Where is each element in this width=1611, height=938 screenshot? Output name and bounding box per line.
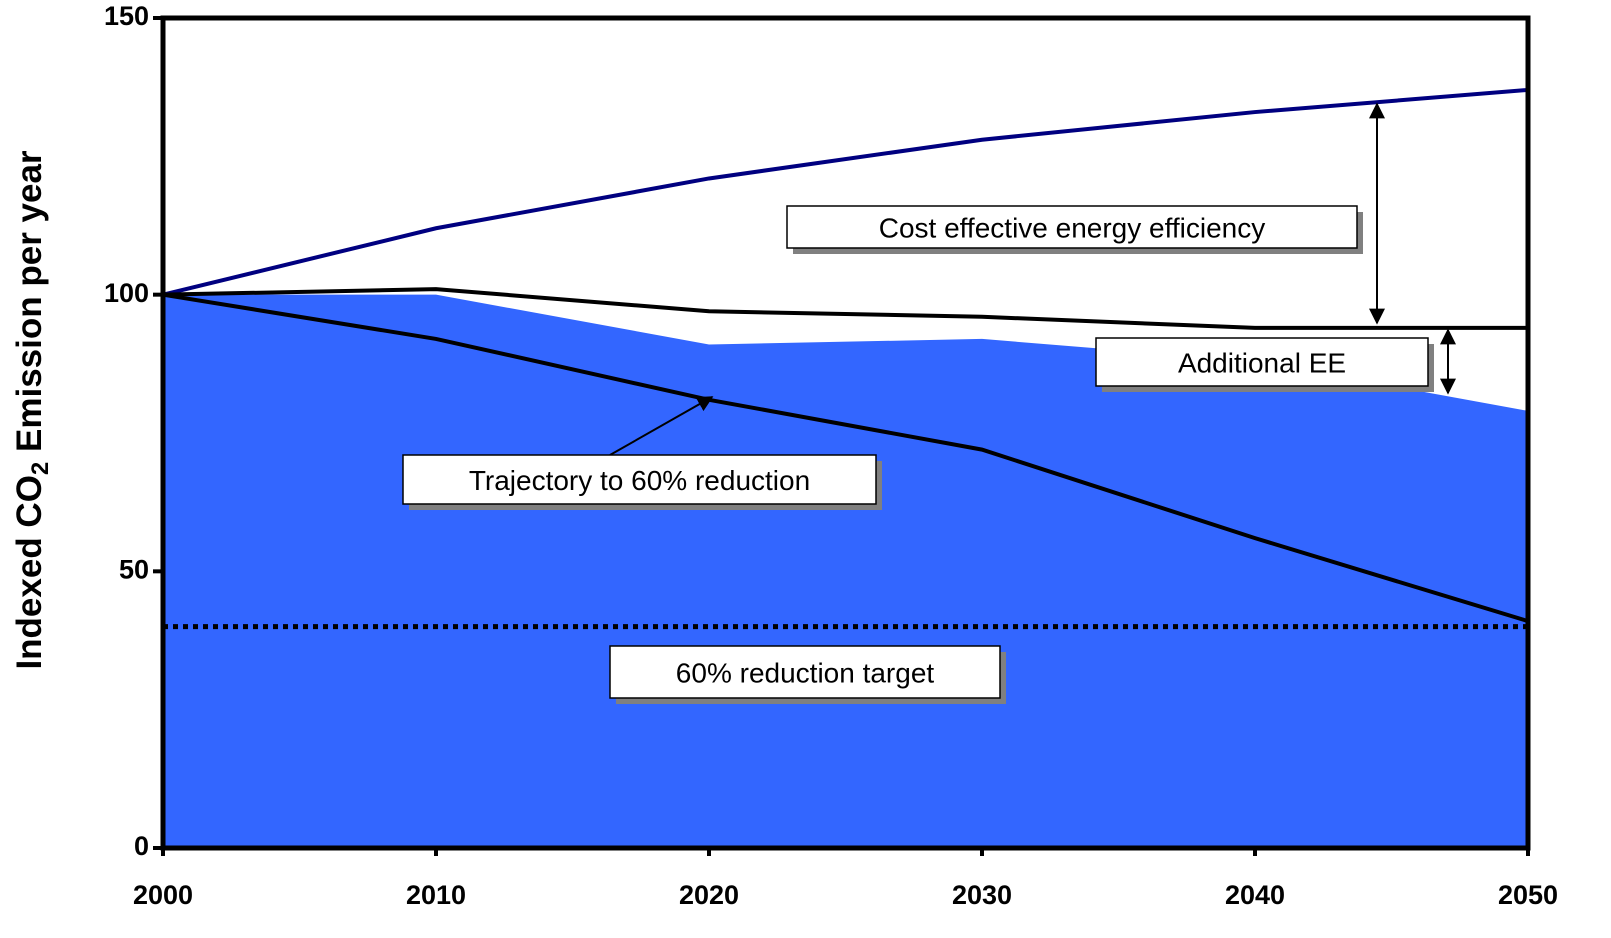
y-tick-label: 100 — [104, 278, 149, 308]
y-tick-label: 150 — [104, 1, 149, 31]
y-axis-label-part: Indexed CO — [10, 475, 49, 669]
annotation: Additional EE — [1178, 347, 1346, 378]
x-tick-label: 2050 — [1498, 880, 1558, 910]
line — [162, 292, 1529, 624]
y-tick-label: 0 — [134, 831, 149, 861]
annotation-box — [1095, 337, 1429, 387]
x-tick-label: 2010 — [406, 880, 466, 910]
y-axis-label-subscript: 2 — [27, 462, 54, 475]
line — [162, 87, 1529, 297]
annotation: Cost effective energy efficiency — [879, 212, 1266, 243]
x-tick-label: 2030 — [952, 880, 1012, 910]
y-tick-label: 50 — [119, 554, 149, 584]
x-tick-label: 2040 — [1225, 880, 1285, 910]
x-tick-label: 2000 — [133, 880, 193, 910]
annotation-box — [609, 645, 1001, 699]
annotation: 60% reduction target — [676, 657, 935, 688]
plot-frame — [160, 15, 1531, 851]
arrow — [609, 396, 714, 456]
annotation-box — [786, 205, 1358, 249]
y-axis-label-part: Emission per year — [10, 150, 49, 462]
annotation: Trajectory to 60% reduction — [469, 465, 810, 496]
area — [163, 294, 1528, 849]
annotation-box — [402, 454, 877, 505]
y-axis-label: Indexed CO2 Emission per year — [10, 150, 54, 669]
line — [162, 287, 1528, 330]
x-tick-label: 2020 — [679, 880, 739, 910]
